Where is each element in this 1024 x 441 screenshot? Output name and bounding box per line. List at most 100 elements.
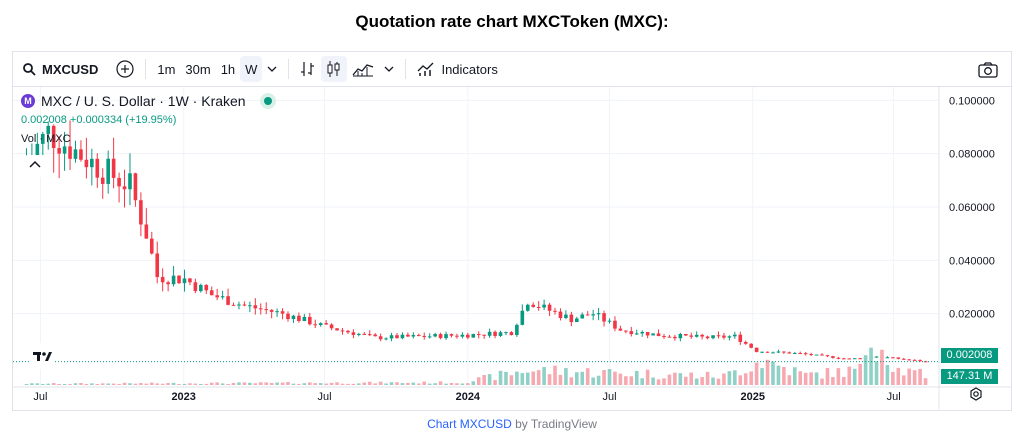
- volume-bar: [57, 384, 61, 385]
- volume-bar: [149, 382, 154, 385]
- volume-bar: [493, 380, 497, 385]
- interval-1m[interactable]: 1m: [157, 61, 176, 77]
- price-chart[interactable]: 0.100000 0.080000 0.060000 0.040000 0.020000…: [13, 87, 1011, 409]
- candle-body: [122, 186, 127, 190]
- volume-bar: [607, 368, 612, 385]
- candle-body: [722, 335, 726, 338]
- volume-bar: [847, 366, 852, 385]
- area-style-button[interactable]: [347, 56, 379, 82]
- interval-dropdown[interactable]: [262, 56, 282, 82]
- volume-bar: [395, 382, 399, 385]
- volume-bar: [705, 371, 710, 385]
- candle-body: [95, 158, 100, 178]
- volume-bar: [373, 383, 377, 385]
- volume-bar: [525, 372, 530, 385]
- candle-body: [291, 315, 296, 320]
- candle-body: [504, 332, 508, 334]
- candles-icon: [327, 61, 340, 77]
- volume-bar: [128, 383, 132, 385]
- candle-body: [662, 336, 666, 338]
- symbol-label: MXCUSD: [42, 61, 99, 77]
- volume-bar: [645, 369, 650, 385]
- candle-body: [907, 359, 912, 361]
- candle-body: [711, 335, 715, 339]
- candle-body: [378, 336, 383, 340]
- volume-bar: [438, 381, 443, 385]
- last-price-badge: 0.002008: [941, 348, 998, 363]
- chart-settings-button[interactable]: [969, 387, 983, 406]
- compare-button[interactable]: [111, 56, 139, 82]
- volume-bar: [220, 383, 225, 385]
- candle-body: [411, 335, 416, 337]
- volume-bar: [68, 383, 72, 385]
- volume-bar: [400, 383, 405, 385]
- candle-body: [667, 336, 672, 338]
- volume-bar: [166, 383, 170, 385]
- candle-body: [444, 334, 448, 339]
- volume-bar: [313, 383, 318, 385]
- volume-bar: [275, 382, 279, 385]
- bar-style-button[interactable]: [295, 56, 321, 82]
- candle-body: [885, 357, 890, 359]
- volume-bar: [411, 382, 416, 385]
- candle-body: [455, 335, 459, 337]
- volume-bar: [416, 383, 421, 385]
- volume-bar: [591, 377, 595, 385]
- candle-body: [308, 316, 312, 325]
- candle-body: [509, 332, 514, 336]
- candle-body: [651, 333, 655, 336]
- candle-body: [460, 334, 465, 337]
- candle-body: [787, 352, 792, 354]
- candle-body: [825, 355, 830, 357]
- candle-body: [466, 334, 470, 338]
- volume-bar: [509, 375, 514, 385]
- collapse-legend-button[interactable]: [24, 155, 46, 177]
- candle-body: [340, 330, 345, 332]
- candle-body: [346, 330, 350, 333]
- volume-bar: [596, 375, 601, 385]
- interval-weekly[interactable]: W: [240, 56, 263, 82]
- volume-bar: [340, 383, 345, 385]
- volume-bar: [831, 377, 835, 385]
- volume-bar: [40, 384, 45, 385]
- volume-bar: [253, 383, 258, 385]
- candle-body: [831, 356, 835, 358]
- indicators-button[interactable]: Indicators: [412, 56, 502, 82]
- interval-1h[interactable]: 1h: [220, 61, 236, 77]
- candle-body: [362, 333, 367, 335]
- volume-bar: [716, 378, 721, 385]
- symbol-search-button[interactable]: MXCUSD: [13, 56, 103, 82]
- volume-bar: [455, 383, 459, 385]
- chart-type-dropdown[interactable]: [379, 56, 399, 82]
- volume-bar: [667, 374, 672, 385]
- candle-body: [891, 357, 895, 359]
- candle-body: [733, 334, 737, 337]
- candle-body: [493, 331, 497, 336]
- interval-30m[interactable]: 30m: [185, 61, 211, 77]
- candle-body: [46, 125, 51, 134]
- volume-bar: [858, 363, 862, 385]
- candle-body: [177, 275, 181, 284]
- candle-body: [580, 314, 585, 319]
- add-compare-icon: [116, 60, 134, 78]
- volume-bar: [912, 370, 917, 385]
- candle-body: [62, 146, 67, 154]
- volume-bar: [160, 383, 165, 385]
- candles-style-button[interactable]: [321, 56, 348, 82]
- volume-bar: [215, 382, 219, 385]
- volume-bar: [738, 375, 743, 385]
- candle-body: [248, 305, 252, 307]
- candle-body: [912, 359, 917, 361]
- volume-bar: [782, 366, 786, 385]
- candle-body: [624, 330, 628, 332]
- volume-bar: [139, 383, 143, 385]
- volume-bar: [79, 382, 83, 385]
- screenshot-button[interactable]: [973, 57, 1003, 83]
- volume-bar: [231, 382, 236, 385]
- market-status-icon[interactable]: [259, 93, 276, 109]
- tradingview-logo[interactable]: [29, 343, 55, 369]
- volume-bar: [923, 378, 928, 385]
- chart-credit-link[interactable]: Chart MXCUSD: [427, 417, 512, 431]
- candle-body: [558, 311, 563, 319]
- volume-bar: [471, 381, 476, 385]
